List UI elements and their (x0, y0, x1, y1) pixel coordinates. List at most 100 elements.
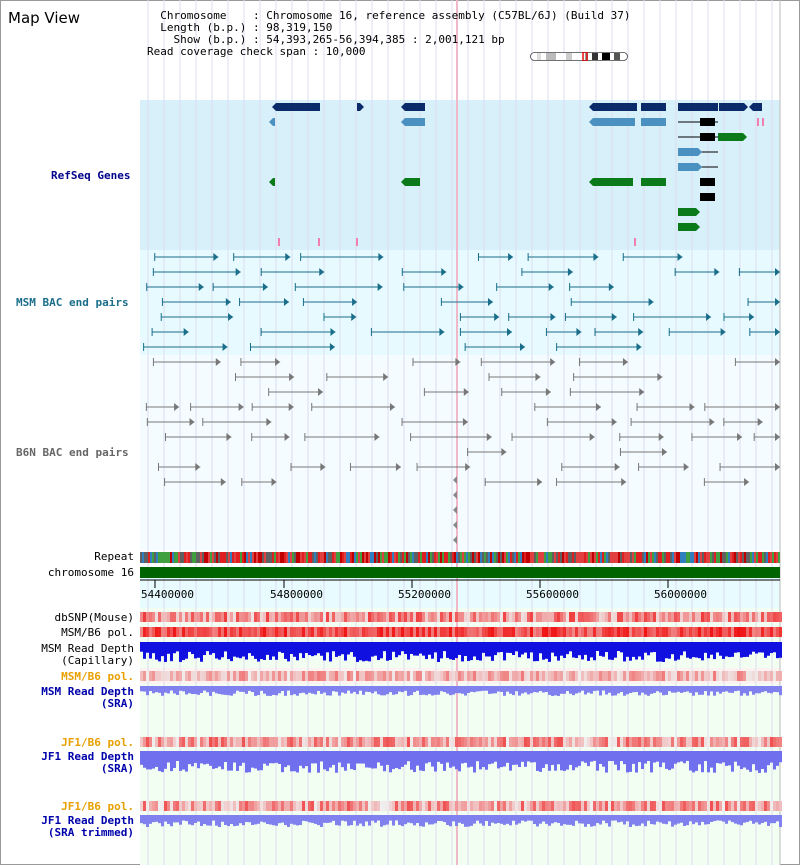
track-label-msm-depth-sra[interactable]: MSM Read Depth (SRA) (41, 686, 134, 710)
repeat-feature (662, 552, 664, 563)
depth-bar (179, 751, 182, 771)
gene-block (273, 178, 275, 186)
depth-bar (449, 751, 452, 768)
heat-cell (521, 612, 524, 622)
heat-cell (383, 737, 386, 747)
heat-cell (512, 612, 515, 622)
depth-bar (470, 751, 473, 767)
depth-bar (497, 686, 500, 692)
track-label-msm-b6-pol[interactable]: MSM/B6 pol. (61, 626, 134, 639)
heat-cell (470, 801, 473, 811)
heat-cell (539, 801, 542, 811)
bac-end-arrow (453, 506, 457, 514)
heat-cell (182, 737, 185, 747)
heat-cell (662, 612, 665, 622)
heat-cell (632, 627, 635, 637)
depth-bar (734, 642, 737, 653)
heat-cell (647, 801, 650, 811)
heat-cell (749, 627, 752, 637)
heat-cell (698, 627, 701, 637)
heat-cell (587, 671, 590, 681)
heat-cell (293, 671, 296, 681)
heat-cell (767, 801, 770, 811)
heat-cell (383, 627, 386, 637)
repeat-feature (524, 552, 526, 563)
depth-bar (743, 815, 746, 823)
depth-bar (158, 815, 161, 824)
track-label-jf1-b6-pol-2[interactable]: JF1/B6 pol. (61, 800, 134, 813)
track-label-msm-depth-capillary[interactable]: MSM Read Depth (Capillary) (41, 643, 134, 667)
depth-bar (140, 815, 143, 824)
heat-cell (593, 671, 596, 681)
gene-block (593, 118, 635, 126)
heat-cell (167, 627, 170, 637)
heat-cell (548, 801, 551, 811)
track-label-refseq[interactable]: RefSeq Genes (51, 169, 131, 182)
track-label-msm-b6-pol-2[interactable]: MSM/B6 pol. (61, 670, 134, 683)
depth-bar (656, 751, 659, 762)
depth-bar (746, 815, 749, 822)
depth-bar (554, 815, 557, 823)
depth-bar (302, 815, 305, 821)
track-label-jf1-depth-sra[interactable]: JF1 Read Depth (SRA) (41, 751, 134, 775)
heat-cell (371, 737, 374, 747)
bac-end-arrow (389, 403, 395, 411)
heat-cell (752, 612, 755, 622)
heat-cell (398, 671, 401, 681)
depth-bar (239, 815, 242, 824)
repeat-feature (494, 552, 496, 563)
depth-bar (332, 815, 335, 821)
heat-cell (653, 801, 656, 811)
track-label-msm-bac[interactable]: MSM BAC end pairs (16, 296, 129, 309)
repeat-feature (220, 552, 222, 563)
track-label-jf1-b6-pol[interactable]: JF1/B6 pol. (61, 736, 134, 749)
repeat-feature (206, 552, 208, 563)
heat-cell (662, 627, 665, 637)
track-label-b6n-bac[interactable]: B6N BAC end pairs (16, 446, 129, 459)
heat-cell (164, 612, 167, 622)
heat-cell (377, 612, 380, 622)
heat-cell (749, 737, 752, 747)
track-label-repeat[interactable]: Repeat (94, 550, 134, 563)
heat-cell (488, 671, 491, 681)
heat-cell (464, 801, 467, 811)
track-label-dbsnp[interactable]: dbSNP(Mouse) (54, 611, 134, 624)
heat-cell (236, 612, 239, 622)
heat-cell (761, 801, 764, 811)
heat-cell (479, 801, 482, 811)
track-label-chromosome[interactable]: chromosome 16 (47, 566, 134, 579)
depth-bar (377, 751, 380, 763)
heat-cell (287, 627, 290, 637)
repeat-feature (724, 552, 726, 563)
heat-cell (170, 737, 173, 747)
repeat-feature (176, 552, 178, 563)
heat-cell (443, 627, 446, 637)
heat-cell (473, 737, 476, 747)
heat-cell (596, 671, 599, 681)
depth-bar (551, 686, 554, 696)
heat-cell (395, 612, 398, 622)
heat-cell (659, 671, 662, 681)
depth-bar (596, 815, 599, 824)
heat-cell (563, 801, 566, 811)
chromosome-ideogram[interactable] (530, 52, 628, 61)
depth-bar (359, 751, 362, 764)
heat-cell (650, 671, 653, 681)
repeat-feature (298, 552, 300, 563)
heat-cell (428, 737, 431, 747)
depth-bar (473, 642, 476, 657)
depth-bar (644, 686, 647, 695)
heat-cell (332, 737, 335, 747)
heat-cell (518, 671, 521, 681)
track-label-jf1-depth-trimmed[interactable]: JF1 Read Depth (SRA trimmed) (41, 815, 134, 839)
depth-bar (524, 686, 527, 693)
heat-cell (566, 671, 569, 681)
heat-cell (374, 627, 377, 637)
repeat-feature (218, 552, 220, 563)
depth-bar (455, 751, 458, 770)
heat-cell (527, 801, 530, 811)
heat-cell (755, 801, 758, 811)
bac-end-arrow (458, 283, 464, 291)
heat-cell (245, 801, 248, 811)
